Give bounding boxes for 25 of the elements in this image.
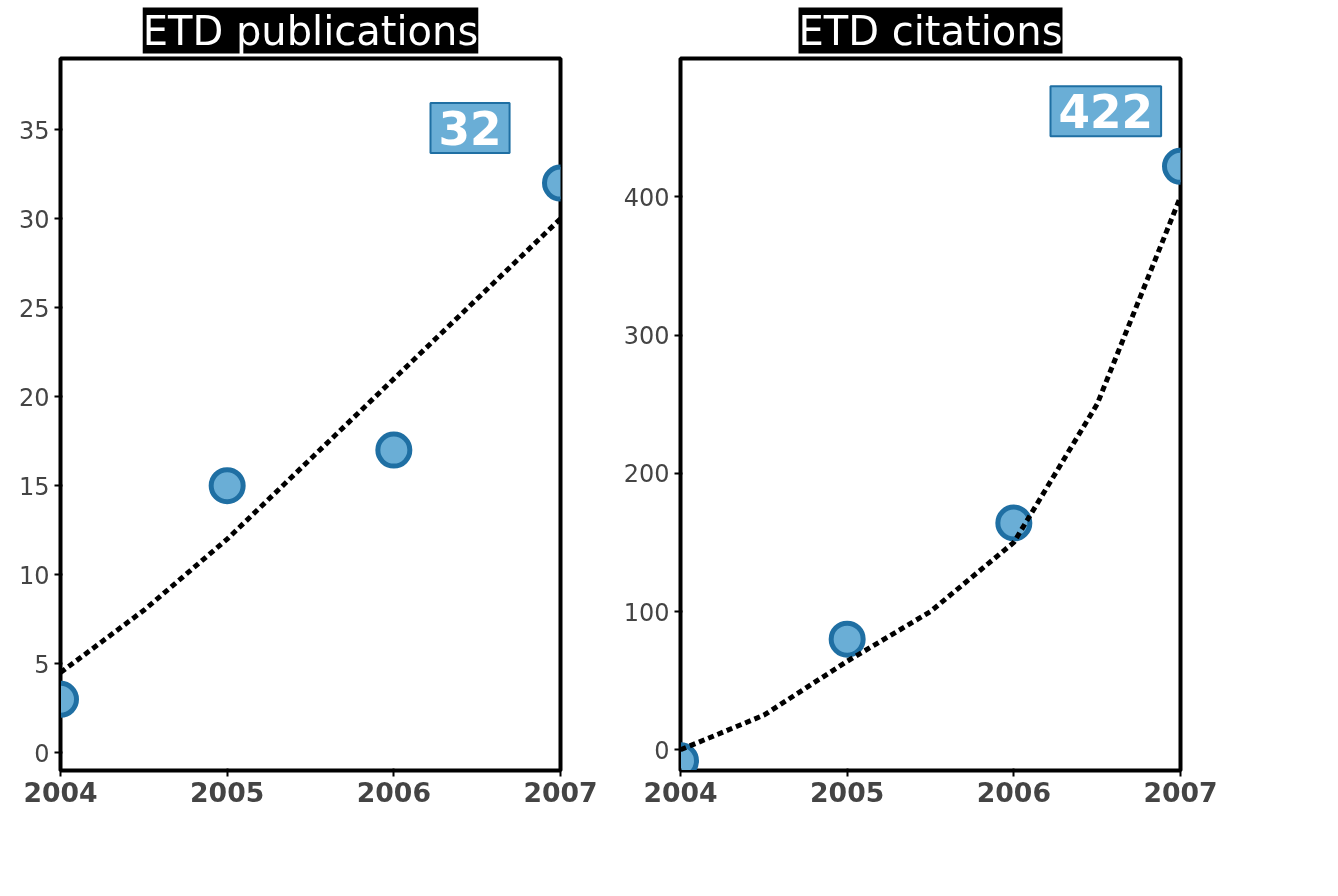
y-tick-label: 20 — [18, 383, 50, 412]
y-tick-label: 0 — [34, 739, 50, 768]
y-tick-label: 0 — [654, 736, 670, 765]
y-tick-label: 300 — [623, 322, 670, 350]
chart-title: ETD citations — [798, 7, 1063, 54]
x-tick-label: 2004 — [23, 776, 98, 808]
data-label: 422 — [1058, 86, 1154, 140]
x-tick-label: 2006 — [356, 776, 431, 808]
x-tick-label: 2007 — [1143, 776, 1218, 808]
x-tick-label: 2005 — [810, 776, 885, 808]
data-label: 32 — [438, 103, 502, 157]
y-tick-label: 35 — [18, 116, 50, 145]
y-tick-label: 100 — [623, 598, 670, 627]
x-tick-label: 2006 — [976, 776, 1051, 808]
y-tick-label: 10 — [18, 561, 50, 590]
y-tick-label: 400 — [623, 183, 670, 212]
chart-title: ETD publications — [142, 7, 479, 54]
x-tick-label: 2007 — [523, 776, 598, 808]
x-tick-label: 2005 — [190, 776, 265, 808]
y-tick-label: 30 — [18, 205, 50, 234]
y-tick-label: 200 — [623, 460, 670, 489]
y-tick-label: 5 — [34, 650, 50, 679]
y-tick-label: 15 — [18, 472, 50, 501]
x-tick-label: 2004 — [643, 776, 718, 808]
y-tick-label: 25 — [18, 294, 50, 323]
